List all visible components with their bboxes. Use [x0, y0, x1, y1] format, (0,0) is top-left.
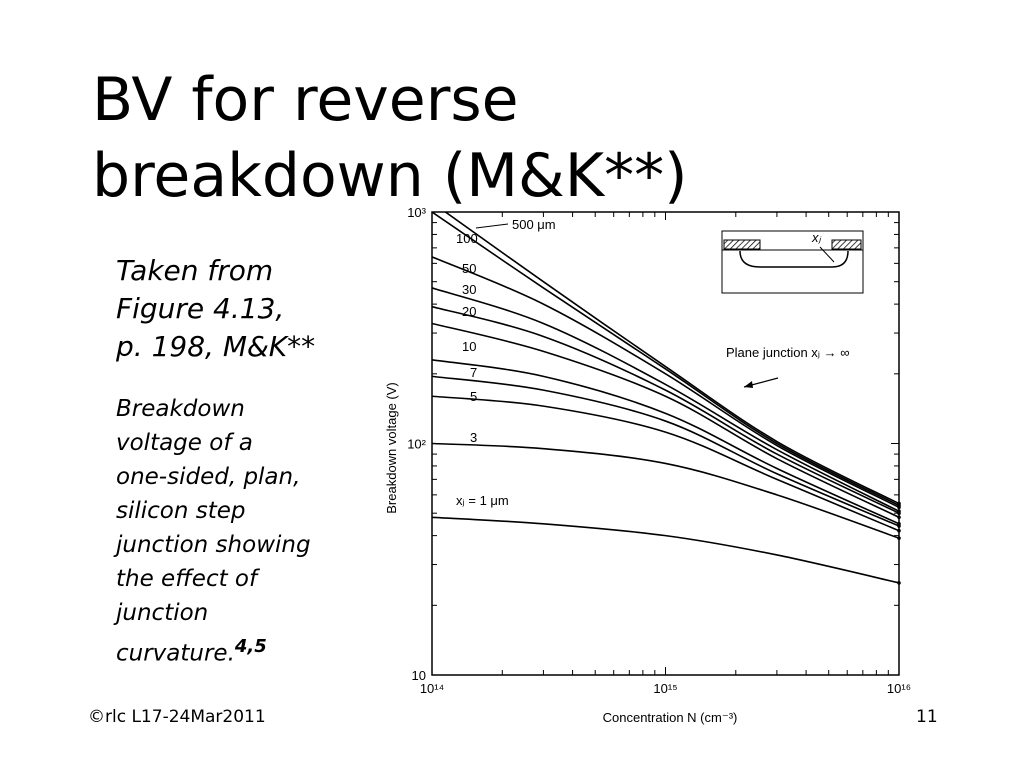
footer-credit: ©rlc L17-24Mar2011: [88, 707, 266, 727]
y-tick-label: 10: [412, 668, 426, 683]
curve-9: [432, 516, 899, 584]
curve-label: 10: [462, 339, 476, 354]
label-leader: [475, 223, 509, 229]
title-line-2: breakdown (M&K**): [92, 141, 688, 211]
caption-line-2: voltage of a: [116, 430, 253, 456]
curve-10: [444, 212, 899, 505]
caption-line-6: the effect of: [116, 566, 258, 592]
inset-junction: [739, 250, 849, 268]
inset-oxide-right: [831, 239, 862, 250]
inset-oxide-left: [723, 239, 761, 250]
curve-label: 500 μm: [512, 217, 556, 232]
page-number: 11: [916, 707, 938, 727]
junction-inset: xⱼ: [721, 230, 864, 294]
curve-7: [432, 395, 899, 532]
caption-line-1: Breakdown: [116, 396, 245, 422]
curve-2: [432, 287, 899, 512]
curve-end-dot: [897, 511, 901, 515]
source-note: Taken from Figure 4.13, p. 198, M&K**: [116, 252, 315, 366]
curve-end-dot: [897, 528, 901, 533]
y-tick-label: 10³: [407, 205, 426, 220]
caption-last-word: curvature.: [116, 640, 235, 667]
title-line-1: BV for reverse: [92, 65, 519, 135]
curve-label: 50: [462, 261, 476, 276]
source-line-2: Figure 4.13,: [116, 292, 285, 325]
curve-label: 5: [470, 389, 477, 404]
figure-caption: Breakdown voltage of a one-sided, plan, …: [116, 392, 356, 671]
x-tick-label: 10¹⁵: [653, 681, 677, 696]
curve-end-dot: [897, 505, 901, 510]
plane-junction-arrowhead: [744, 381, 753, 388]
caption-references: 4,5: [234, 636, 267, 657]
curve-label: 100: [456, 231, 478, 246]
slide-title: BV for reverse breakdown (M&K**): [92, 62, 688, 214]
curve-0: [432, 212, 899, 507]
curve-label: Plane junction xⱼ → ∞: [726, 345, 850, 360]
x-axis-title: Concentration N (cm⁻³): [603, 710, 738, 725]
curve-end-dot: [897, 581, 901, 585]
curve-label: 30: [462, 282, 476, 297]
plot-frame: [431, 211, 900, 676]
curve-5: [432, 358, 899, 525]
curve-label: 3: [470, 430, 477, 445]
curves: [432, 212, 901, 585]
caption-line-3: one-sided, plan,: [116, 464, 301, 490]
source-line-3: p. 198, M&K**: [116, 330, 316, 363]
y-tick-label: 10²: [407, 437, 426, 452]
curve-label: xⱼ = 1 μm: [456, 493, 509, 508]
curve-8: [432, 442, 899, 539]
curve-6: [432, 375, 899, 527]
curve-label: 7: [470, 365, 477, 380]
caption-line-7: junction: [116, 600, 209, 626]
source-line-1: Taken from: [116, 254, 274, 287]
x-tick-label: 10¹⁶: [887, 681, 911, 696]
x-tick-label: 10¹⁴: [420, 681, 444, 696]
curve-end-dot: [897, 501, 901, 506]
inset-xj-label: xⱼ: [811, 230, 822, 245]
y-axis-title: Breakdown voltage (V): [384, 382, 399, 514]
inset-xj-arrow: [819, 246, 835, 263]
curve-label: 20: [462, 304, 476, 319]
curve-3: [432, 305, 899, 514]
curve-1: [432, 256, 899, 509]
curve-4: [432, 322, 899, 519]
curve-labels: 500 μm 100 50 30 20 10 7 5 3 xⱼ = 1 μm Plane junct…: [456, 217, 850, 508]
curve-end-dot: [897, 515, 901, 520]
caption-line-8: curvature.4,5: [116, 630, 356, 671]
curve-end-dot: [897, 536, 901, 540]
axis-ticks: 10¹⁴ 10¹⁵ 10¹⁶ 10 10² 10³: [407, 205, 911, 696]
caption-line-5: junction showing: [116, 532, 311, 558]
curve-end-dot: [897, 524, 901, 528]
inset-frame: [721, 230, 864, 294]
caption-line-4: silicon step: [116, 498, 246, 524]
